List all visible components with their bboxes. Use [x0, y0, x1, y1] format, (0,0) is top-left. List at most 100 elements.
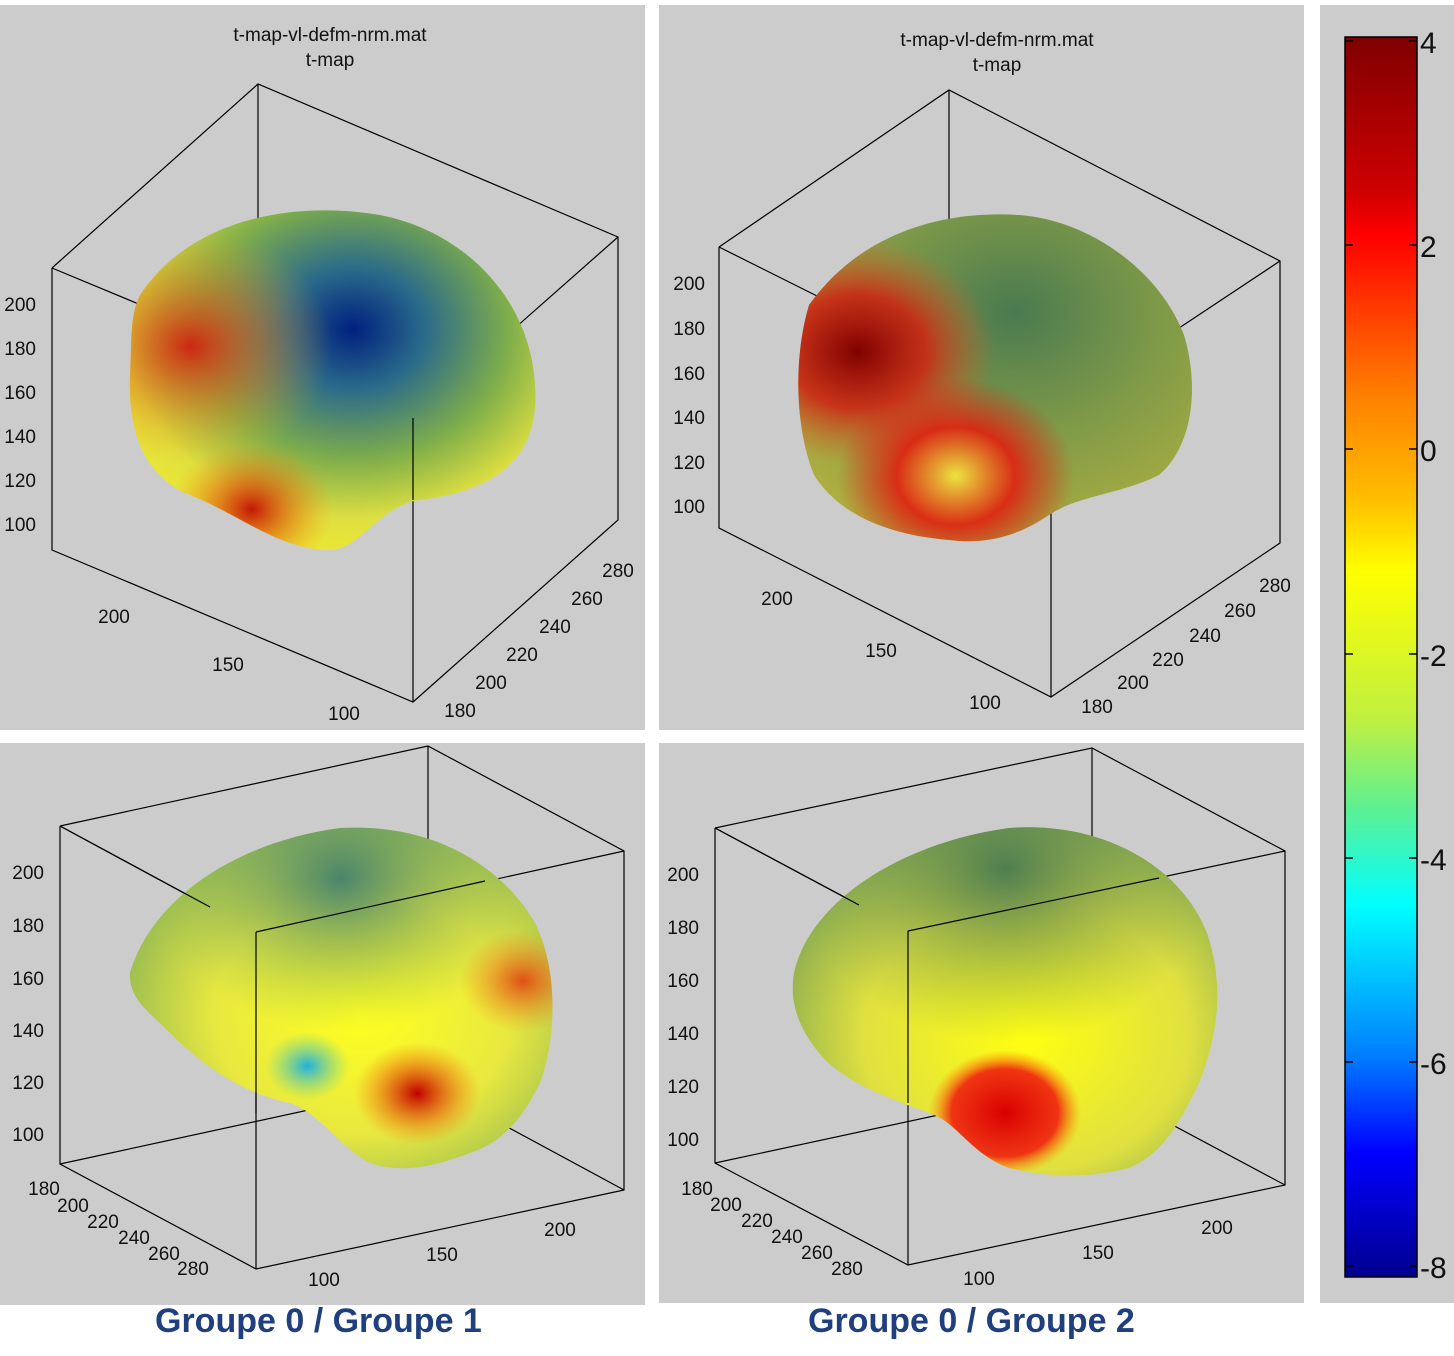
z-tick-label: 180: [673, 319, 705, 340]
plot-title-line1: t-map-vl-defm-nrm.mat: [233, 25, 427, 46]
y-tick-label: 240: [118, 1228, 150, 1249]
y-tick-label: 220: [506, 645, 538, 666]
plot-title-line2: t-map: [306, 50, 355, 71]
y-tick-label: 280: [177, 1259, 209, 1280]
x-tick-label: 150: [426, 1245, 458, 1266]
z-tick-label: 100: [12, 1125, 44, 1146]
plot-panel-top-right: t-map-vl-defm-nrm.mat t-map 200 180 160 …: [659, 5, 1304, 730]
x-tick-label: 200: [98, 607, 130, 628]
y-tick-label: 240: [771, 1227, 803, 1248]
z-tick-label: 160: [673, 364, 705, 385]
x-tick-label: 150: [212, 655, 244, 676]
y-tick-label: 200: [57, 1196, 89, 1217]
brain-surface: [129, 827, 553, 1169]
z-tick-label: 160: [667, 971, 699, 992]
z-tick-label: 180: [4, 339, 36, 360]
colorbar-tick-label: -6: [1420, 1048, 1447, 1081]
z-axis-ticks: 200 180 160 140 120 100: [12, 863, 44, 1146]
plot-title-line2: t-map: [973, 55, 1022, 76]
x-tick-label: 100: [963, 1269, 995, 1290]
caption-right: Groupe 0 / Groupe 2: [808, 1302, 1135, 1340]
z-axis-ticks: 200 180 160 140 120 100: [4, 295, 36, 536]
plot-panel-top-left: t-map-vl-defm-nrm.mat t-map 200 180 160 …: [0, 5, 645, 730]
y-axis-ticks: 280 260 240 220 200 180: [1081, 576, 1291, 718]
z-tick-label: 140: [12, 1021, 44, 1042]
z-tick-label: 120: [667, 1077, 699, 1098]
z-tick-label: 200: [12, 863, 44, 884]
x-axis-ticks: 200 150 100: [98, 607, 360, 725]
y-tick-label: 280: [602, 561, 634, 582]
z-axis-ticks: 200 180 160 140 120 100: [673, 274, 705, 518]
y-tick-label: 240: [1189, 626, 1221, 647]
y-tick-label: 200: [710, 1195, 742, 1216]
y-tick-label: 240: [539, 617, 571, 638]
y-tick-label: 260: [148, 1244, 180, 1265]
y-axis-ticks: 280 260 240 220 200 180: [444, 561, 634, 722]
plot-canvas-bottom-right: 200 180 160 140 120 100 200 150 100 180 …: [667, 747, 1286, 1290]
z-tick-label: 120: [4, 471, 36, 492]
colorbar-panel: 4 2 0 -2 -4 -6 -8: [1320, 5, 1454, 1303]
y-tick-label: 280: [1259, 576, 1291, 597]
x-tick-label: 100: [308, 1270, 340, 1291]
y-tick-label: 180: [444, 701, 476, 722]
brain-surface: [792, 827, 1218, 1176]
z-tick-label: 200: [667, 865, 699, 886]
x-tick-label: 200: [1201, 1218, 1233, 1239]
caption-left: Groupe 0 / Groupe 1: [155, 1302, 482, 1340]
colorbar-labels: 4 2 0 -2 -4 -6 -8: [1420, 27, 1447, 1285]
brain-surface: [798, 214, 1192, 542]
z-tick-label: 200: [673, 274, 705, 295]
x-tick-label: 200: [761, 589, 793, 610]
colorbar: 4 2 0 -2 -4 -6 -8: [1344, 27, 1447, 1285]
z-tick-label: 160: [4, 383, 36, 404]
y-tick-label: 260: [1224, 601, 1256, 622]
colorbar-tick-label: 4: [1420, 27, 1437, 60]
y-tick-label: 220: [741, 1211, 773, 1232]
y-tick-label: 220: [1152, 650, 1184, 671]
y-tick-label: 260: [801, 1243, 833, 1264]
x-tick-label: 100: [969, 693, 1001, 714]
y-tick-label: 180: [1081, 697, 1113, 718]
y-tick-label: 260: [571, 589, 603, 610]
z-tick-label: 140: [667, 1024, 699, 1045]
x-tick-label: 150: [865, 641, 897, 662]
x-axis-ticks: 200 150 100: [963, 1218, 1233, 1290]
y-tick-label: 280: [831, 1259, 863, 1280]
plot-canvas-top-left: t-map-vl-defm-nrm.mat t-map 200 180 160 …: [4, 25, 634, 725]
y-axis-ticks: 180 200 220 240 260 280: [28, 1179, 209, 1280]
x-axis-ticks: 200 150 100: [308, 1220, 576, 1291]
y-tick-label: 200: [475, 673, 507, 694]
plot-panel-bottom-left: 200 180 160 140 120 100 200 150 100 180 …: [0, 743, 645, 1305]
z-axis-ticks: 200 180 160 140 120 100: [667, 865, 699, 1151]
z-tick-label: 180: [667, 918, 699, 939]
x-axis-ticks: 200 150 100: [761, 589, 1001, 714]
colorbar-ticks: [1345, 40, 1417, 1267]
brain-surface: [129, 210, 536, 550]
plot-canvas-top-right: t-map-vl-defm-nrm.mat t-map 200 180 160 …: [673, 30, 1291, 718]
colorbar-gradient: [1344, 36, 1418, 1278]
z-tick-label: 120: [673, 453, 705, 474]
y-tick-label: 200: [1117, 673, 1149, 694]
colorbar-tick-label: 2: [1420, 231, 1437, 264]
z-tick-label: 140: [4, 427, 36, 448]
colorbar-tick-label: -2: [1420, 640, 1447, 673]
y-tick-label: 180: [28, 1179, 60, 1200]
x-tick-label: 100: [328, 704, 360, 725]
z-tick-label: 140: [673, 408, 705, 429]
x-tick-label: 150: [1082, 1243, 1114, 1264]
y-tick-label: 180: [681, 1179, 713, 1200]
z-tick-label: 180: [12, 916, 44, 937]
y-axis-ticks: 180 200 220 240 260 280: [681, 1179, 863, 1280]
colorbar-tick-label: -8: [1420, 1252, 1447, 1285]
z-tick-label: 160: [12, 969, 44, 990]
z-tick-label: 200: [4, 295, 36, 316]
plot-title-line1: t-map-vl-defm-nrm.mat: [900, 30, 1094, 51]
colorbar-tick-label: 0: [1420, 435, 1437, 468]
z-tick-label: 120: [12, 1073, 44, 1094]
y-tick-label: 220: [87, 1212, 119, 1233]
colorbar-tick-label: -4: [1420, 844, 1447, 877]
plot-canvas-bottom-left: 200 180 160 140 120 100 200 150 100 180 …: [12, 745, 625, 1291]
z-tick-label: 100: [4, 515, 36, 536]
z-tick-label: 100: [667, 1130, 699, 1151]
z-tick-label: 100: [673, 497, 705, 518]
